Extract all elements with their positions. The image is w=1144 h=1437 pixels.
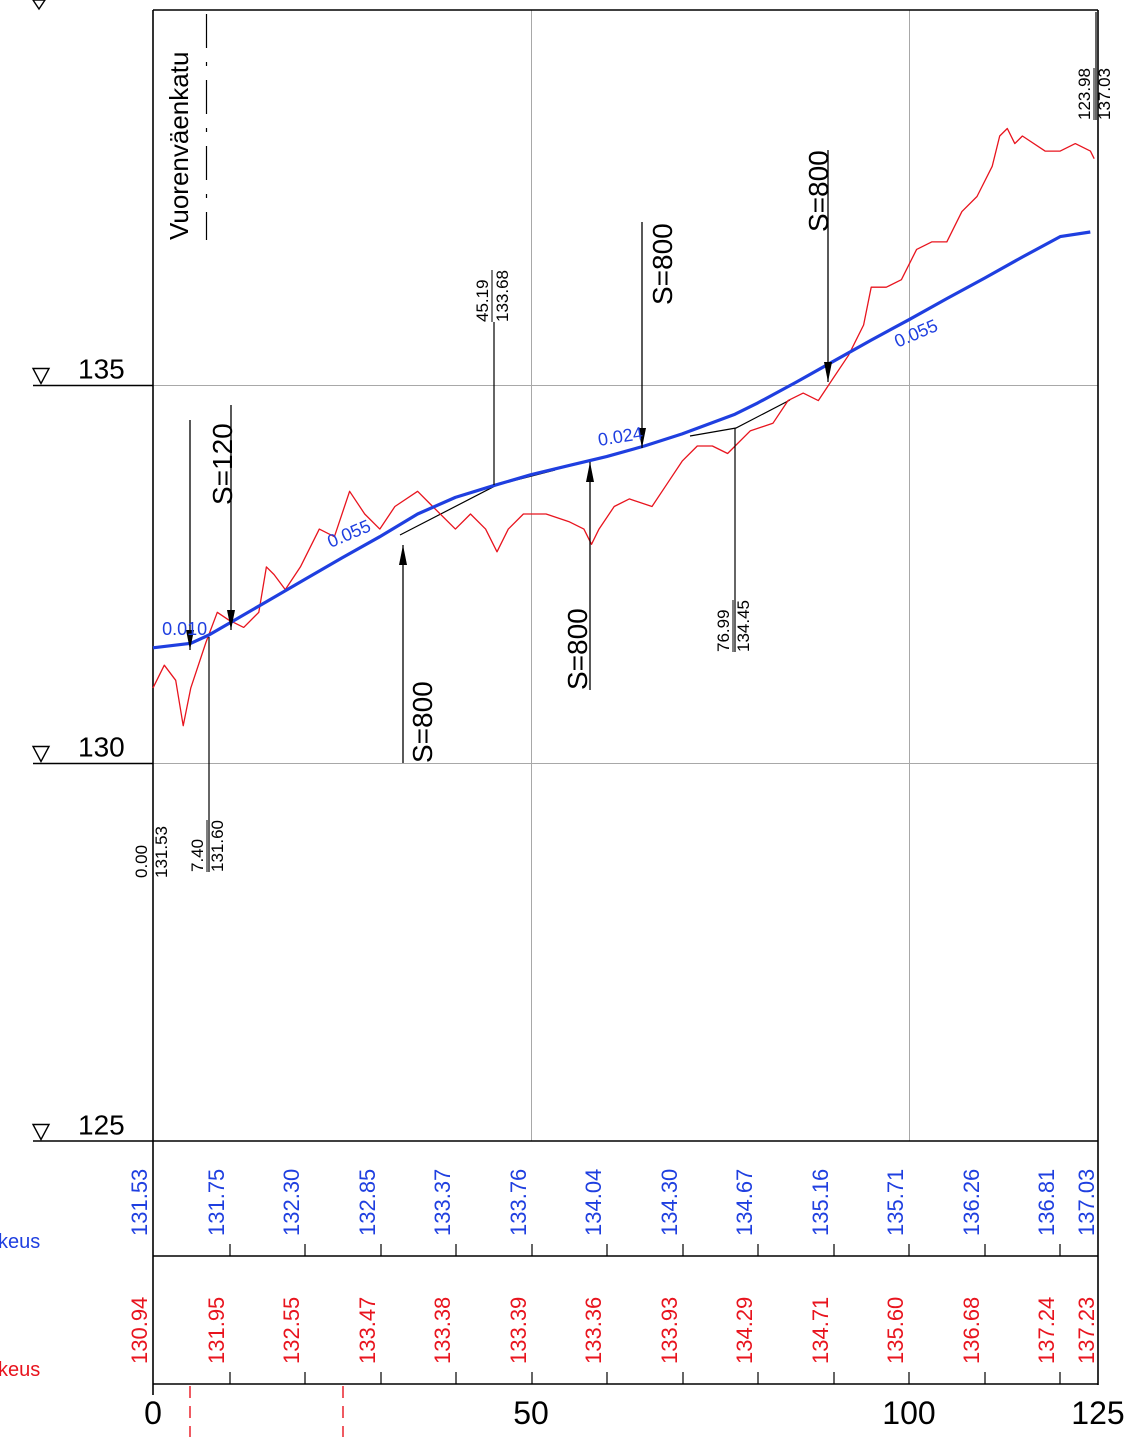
ground-elevation-value: 131.95: [204, 1297, 229, 1364]
design-elevation-value: 136.81: [1034, 1169, 1059, 1236]
station-label-100: 100: [882, 1395, 935, 1431]
ground-surface-line: [152, 127, 1095, 727]
grade-label: 0.055: [324, 516, 373, 552]
design-elevation-value: 131.75: [204, 1169, 229, 1236]
design-elevation-value: 132.30: [279, 1169, 304, 1236]
curve-arrowhead-icon: [638, 428, 646, 448]
ground-elevation-value: 133.47: [355, 1297, 380, 1364]
design-row-label: keus: [0, 1231, 40, 1253]
design-elevation-value: 137.03: [1074, 1169, 1099, 1236]
curve-radius-label: S=120: [207, 423, 238, 505]
vertex-elevation-label: 131.60: [208, 820, 227, 872]
design-elevation-value: 135.16: [808, 1169, 833, 1236]
ground-elevation-value: 133.38: [430, 1297, 455, 1364]
ground-elevation-value: 134.29: [732, 1297, 757, 1364]
plot-frame: [33, 9, 1099, 1395]
band-row-labels: keus keus: [0, 1231, 40, 1381]
level-triangle-icon: [31, 745, 51, 763]
ground-elevation-value: 133.36: [581, 1297, 606, 1364]
ground-row-label: keus: [0, 1359, 40, 1381]
vertex-station-label: 76.99: [714, 609, 733, 652]
curve-arrowhead-icon: [586, 462, 594, 482]
ground-elevation-value: 137.23: [1074, 1297, 1099, 1364]
design-elevation-value: 135.71: [883, 1169, 908, 1236]
crossing-street: Vuorenväenkatu: [164, 14, 208, 240]
station-label-125: 125: [1071, 1395, 1124, 1431]
design-elevation-value: 132.85: [355, 1169, 380, 1236]
vertex-elevation-label: 133.68: [493, 270, 512, 322]
elevation-axis: 135 130 125: [31, 354, 125, 1141]
curve-arrowhead-icon: [186, 630, 194, 650]
grade-label: 0.024: [597, 423, 645, 450]
design-elevation-value: 134.67: [732, 1169, 757, 1236]
curve-radius-label: S=800: [562, 608, 593, 690]
design-elevation-value: 134.30: [657, 1169, 682, 1236]
vertex-labels: 0.00 131.53 7.40 131.60 45.19 133.68 76.99 134.…: [132, 12, 1114, 878]
station-axis-labels: 0 50 100 125: [144, 1395, 1125, 1431]
ground-elevation-value: 133.93: [657, 1297, 682, 1364]
curve-arrowhead-icon: [824, 362, 832, 382]
station-label-0: 0: [144, 1395, 162, 1431]
elevation-label-125: 125: [78, 1110, 125, 1141]
curve-radius-label: S=800: [407, 681, 438, 763]
profile-lines: [152, 127, 1095, 727]
level-triangle-icon: [31, 367, 51, 385]
ground-elevation-value: 137.24: [1034, 1297, 1059, 1364]
vertex-elevation-label: 134.45: [734, 600, 753, 652]
elevation-marker-top: [32, 0, 46, 11]
curve-radius-label: S=800: [647, 223, 678, 305]
design-elevation-value: 133.37: [430, 1169, 455, 1236]
elevation-label-130: 130: [78, 732, 125, 763]
street-name-label: Vuorenväenkatu: [164, 52, 194, 240]
vertex-station-label: 45.19: [473, 279, 492, 322]
bottom-remnants: [189, 1386, 344, 1437]
elevation-bands: 131.53 131.75 132.30 132.85 133.37 133.76 134.…: [127, 1169, 1099, 1384]
ground-elevation-value: 133.39: [506, 1297, 531, 1364]
vertex-elevation-label: 131.53: [152, 826, 171, 878]
ground-elevation-value: 134.71: [808, 1297, 833, 1364]
ground-elevation-value: 136.68: [959, 1297, 984, 1364]
vertex-station-label: 0.00: [132, 845, 151, 878]
ground-elevation-value: 135.60: [883, 1297, 908, 1364]
design-elevation-value: 133.76: [506, 1169, 531, 1236]
elevation-label-135: 135: [78, 354, 125, 385]
design-grade-line: [152, 230, 1091, 650]
station-label-50: 50: [513, 1395, 549, 1431]
grade-label: 0.055: [891, 315, 940, 351]
grade-labels: 0.010 0.055 0.024 0.055: [162, 315, 941, 639]
curve-arrowhead-icon: [399, 545, 407, 565]
curve-radius-label: S=800: [803, 150, 834, 232]
vertical-curve-markers: S=120 S=800 S=800 S=800 S=800: [186, 150, 834, 763]
grade-label: 0.010: [162, 619, 207, 639]
curve-arrowhead-icon: [227, 610, 235, 630]
plot-grid: [153, 10, 1098, 1141]
design-elevation-value: 136.26: [959, 1169, 984, 1236]
ground-elevation-value: 130.94: [127, 1297, 152, 1364]
construction-line-77: [689, 399, 791, 437]
design-elevation-value: 131.53: [127, 1169, 152, 1236]
vertex-construction-lines: [399, 399, 791, 536]
design-elevation-value: 134.04: [581, 1169, 606, 1236]
vertex-elevation-label: 137.03: [1095, 68, 1114, 120]
vertex-station-label: 123.98: [1075, 68, 1094, 120]
vertex-station-label: 7.40: [188, 839, 207, 872]
level-triangle-icon: [31, 1123, 51, 1141]
ground-elevation-value: 132.55: [279, 1297, 304, 1364]
level-triangle-icon: [32, 0, 46, 11]
